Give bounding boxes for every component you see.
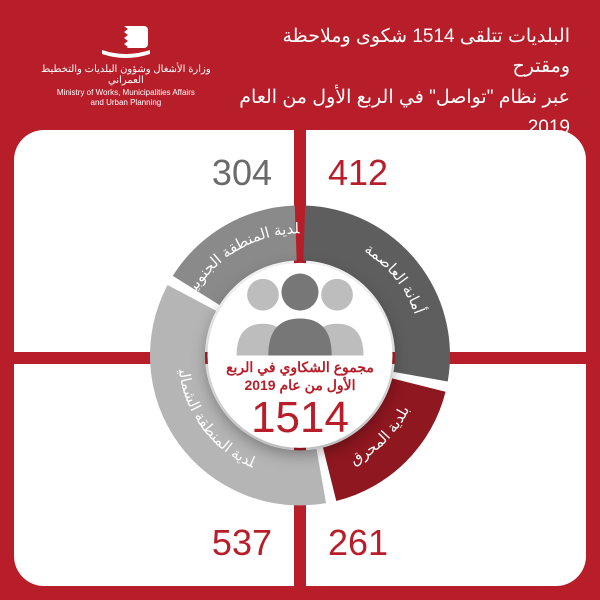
ministry-name-en-2: and Urban Planning: [30, 98, 222, 108]
value-capital: 412: [328, 152, 388, 194]
value-northern: 537: [212, 522, 272, 564]
donut-center: مجموع الشكاوي في الربع الأول من عام 2019…: [208, 263, 393, 448]
ministry-name-en-1: Ministry of Works, Municipalities Affair…: [30, 88, 222, 98]
ministry-name-ar: وزارة الأشغال وشؤون البلديات والتخطيط ال…: [30, 64, 222, 86]
chart-area: 412 261 537 304 أمانة العاصمةبلدية المحر…: [0, 130, 600, 600]
center-label: مجموع الشكاوي في الربع الأول من عام 2019: [216, 358, 385, 394]
header: البلديات تتلقى 1514 شكوى وملاحظة ومقترح …: [0, 0, 600, 130]
ministry-logo: وزارة الأشغال وشؤون البلديات والتخطيط ال…: [30, 22, 222, 107]
bahrain-emblem-icon: [98, 22, 154, 60]
value-southern: 304: [212, 152, 272, 194]
page-title: البلديات تتلقى 1514 شكوى وملاحظة ومقترح …: [222, 22, 570, 144]
donut-chart: أمانة العاصمةبلدية المحرقبلدية المنطقة ا…: [140, 195, 460, 515]
value-muharraq: 261: [328, 522, 388, 564]
center-total: 1514: [251, 396, 349, 440]
title-line-1: البلديات تتلقى 1514 شكوى وملاحظة ومقترح: [222, 22, 570, 83]
people-icon: [216, 271, 385, 356]
